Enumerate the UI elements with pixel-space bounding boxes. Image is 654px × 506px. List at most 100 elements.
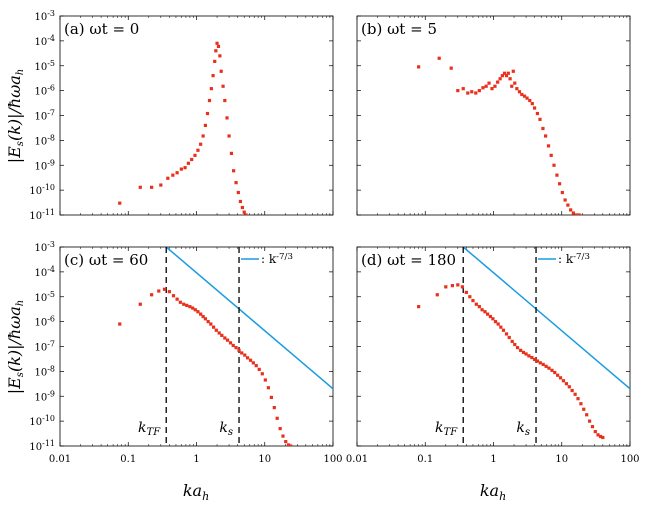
data-point <box>281 434 285 438</box>
data-point <box>502 71 507 75</box>
data-point <box>486 312 490 316</box>
panel-c: 0.01 0.1 1 10 100 10-11 10-10 10-9 10-8 10-7 10-6 1… <box>29 240 342 465</box>
data-point <box>491 317 495 321</box>
data-point <box>596 433 600 437</box>
data-point <box>234 181 238 185</box>
data-point <box>550 368 554 372</box>
data-point <box>493 320 498 324</box>
data-point <box>191 306 195 310</box>
data-point <box>506 71 510 75</box>
x-axis-title-left: kah <box>183 481 209 503</box>
y-tick-label: 10-3 <box>34 9 55 23</box>
data-point <box>215 41 219 45</box>
data-point <box>499 325 503 329</box>
data-point <box>150 293 154 297</box>
data-point <box>417 65 421 69</box>
plot-frame <box>356 15 631 216</box>
data-point <box>573 392 577 396</box>
plot-frame <box>59 15 334 216</box>
data-point <box>521 350 526 354</box>
data-point <box>547 366 551 370</box>
y-tick-label: 10-9 <box>34 158 55 172</box>
x-tick-label: 1 <box>490 454 496 465</box>
data-point <box>480 308 484 312</box>
data-point <box>188 305 192 309</box>
data-point <box>538 361 542 365</box>
data-point <box>541 362 545 367</box>
data-point <box>237 348 241 352</box>
data-point <box>232 169 236 173</box>
data-point <box>171 173 175 177</box>
y-tick-label: 10-6 <box>34 315 55 329</box>
plot-frame <box>356 246 631 447</box>
data-point <box>190 157 194 162</box>
panel-b: (b) ωt = 5 <box>356 15 631 216</box>
data-point <box>150 185 154 189</box>
plot-frame <box>59 246 334 447</box>
data-point <box>501 328 506 332</box>
data-point <box>216 44 221 48</box>
data-point <box>278 427 282 431</box>
data-point <box>284 440 288 444</box>
data-point <box>593 429 597 434</box>
data-point <box>238 199 243 204</box>
data-point <box>474 91 478 95</box>
data-point <box>162 287 167 291</box>
data-point <box>450 284 455 288</box>
data-point <box>228 341 233 345</box>
data-point <box>272 405 276 410</box>
data-point <box>470 90 474 94</box>
data-point <box>171 294 176 298</box>
data-point <box>574 213 578 215</box>
data-point <box>569 208 573 212</box>
data-point <box>205 111 210 116</box>
y-tick-label: 10-9 <box>34 389 55 403</box>
data-point <box>138 185 142 189</box>
data-point <box>227 134 231 138</box>
power-law-reference-line <box>462 247 630 390</box>
data-point <box>563 198 567 202</box>
data-point <box>185 303 189 307</box>
data-point <box>471 299 475 303</box>
panel-label: (d) ωt = 180 <box>361 251 456 269</box>
data-point <box>449 66 453 70</box>
data-point <box>496 80 500 84</box>
y-tick-label: 10-11 <box>29 208 55 222</box>
data-point <box>157 289 161 293</box>
data-point <box>544 134 548 138</box>
y-tick-label: 10-4 <box>34 34 55 48</box>
y-tick-label: 10-5 <box>34 59 55 73</box>
data-point <box>528 98 532 103</box>
y-tick-label: 10-11 <box>29 439 55 453</box>
data-point <box>209 87 213 91</box>
data-point <box>266 386 270 390</box>
data-point <box>248 358 253 362</box>
data-point <box>437 56 441 60</box>
data-point <box>196 148 200 152</box>
data-point <box>213 59 217 63</box>
data-point <box>535 359 540 363</box>
data-point <box>515 87 519 91</box>
data-point <box>553 370 557 375</box>
vline-label-k-tf: kTF​ <box>138 420 161 438</box>
x-tick-label: 1 <box>193 454 199 465</box>
data-point <box>511 69 515 73</box>
data-point <box>519 348 523 352</box>
data-point <box>214 49 218 53</box>
data-point <box>138 302 142 306</box>
vline-label-k-s: ks​ <box>516 420 530 438</box>
data-point <box>560 190 564 195</box>
data-point <box>577 213 581 215</box>
data-point <box>498 77 502 81</box>
data-point <box>456 89 460 93</box>
legend-label: : k-7/3​ <box>558 252 590 266</box>
data-point <box>468 295 472 299</box>
vline-label-k-s: ks​ <box>219 420 233 438</box>
x-axis-title-right: kah <box>480 481 506 503</box>
data-point <box>466 91 470 95</box>
data-point <box>186 161 190 165</box>
data-point <box>504 74 509 78</box>
data-point <box>484 84 488 88</box>
data-point <box>219 69 223 73</box>
data-point <box>217 331 221 335</box>
